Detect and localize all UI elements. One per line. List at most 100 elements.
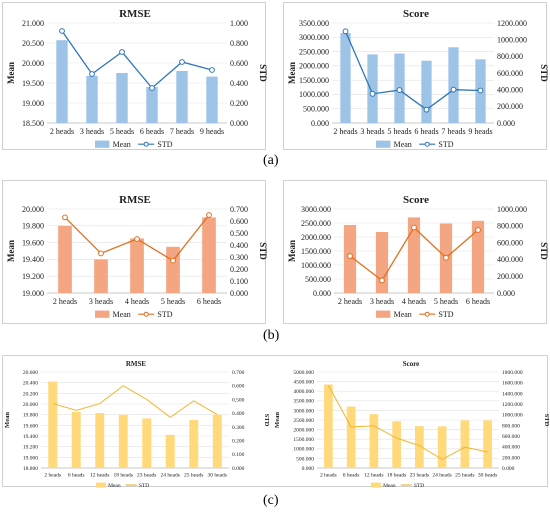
y-tick-label: 4500.000 bbox=[293, 380, 314, 386]
y2-tick-label: 800.000 bbox=[497, 52, 523, 61]
bar-mean bbox=[392, 421, 401, 468]
bar-mean bbox=[118, 414, 128, 468]
chart-panel-b-score: Score 0.000 500.000 1000.000 1500.000 2000.00… bbox=[283, 180, 549, 324]
std-point bbox=[98, 250, 104, 257]
caption-c: (c) bbox=[263, 493, 279, 508]
std-point bbox=[134, 236, 140, 242]
bar-mean bbox=[48, 381, 58, 468]
bar-mean bbox=[165, 434, 175, 468]
bar-mean bbox=[437, 426, 447, 468]
legend-marker-std bbox=[424, 311, 430, 317]
bar-mean bbox=[448, 47, 459, 123]
y-tick-label: 20.000 bbox=[22, 59, 44, 68]
y-tick-label: 20.400 bbox=[23, 381, 38, 387]
y-tick-label: 20.200 bbox=[23, 391, 38, 397]
chart-title: RMSE bbox=[126, 360, 147, 368]
x-tick-label: 30 heads bbox=[208, 473, 227, 479]
y2-tick-label: 0.000 bbox=[232, 466, 245, 472]
caption-b: (b) bbox=[263, 328, 280, 343]
std-point bbox=[89, 71, 95, 77]
std-point bbox=[347, 253, 353, 259]
y-tick-label: 19.400 bbox=[23, 434, 38, 440]
x-tick-label: 3 heads bbox=[89, 297, 113, 306]
y-tick-label: 19.600 bbox=[22, 238, 44, 247]
x-tick-label: 2 heads bbox=[320, 473, 337, 479]
y2-axis-label: STD bbox=[539, 242, 549, 260]
y2-tick-label: 400.000 bbox=[497, 85, 523, 94]
x-tick-label: 18 heads bbox=[114, 473, 133, 479]
y2-tick-label: 600.000 bbox=[502, 434, 520, 440]
y-axis-label: Mean bbox=[6, 240, 16, 262]
y-axis-label: Mean bbox=[274, 412, 281, 428]
bar-mean bbox=[421, 60, 432, 123]
y2-tick-label: 0.600 bbox=[230, 59, 248, 68]
x-tick-label: 23 heads bbox=[137, 473, 156, 479]
bar-mean bbox=[71, 412, 81, 468]
std-line bbox=[61, 30, 213, 89]
bar-mean bbox=[176, 71, 188, 123]
y-tick-label: 19.000 bbox=[23, 455, 38, 461]
y-tick-label: 2500.000 bbox=[301, 219, 331, 228]
y-tick-label: 2000.000 bbox=[293, 428, 314, 434]
x-tick-label: 4 heads bbox=[125, 297, 149, 306]
legend-label-mean: Mean bbox=[394, 310, 412, 319]
legend-marker-std bbox=[143, 141, 149, 147]
y2-tick-label: 0.400 bbox=[232, 411, 245, 417]
chart-svg: RMSE 18.800 19.000 19.200 19.400 19.600 19.800… bbox=[4, 360, 270, 489]
bar-mean bbox=[212, 414, 222, 468]
y-tick-label: 500.000 bbox=[303, 105, 329, 114]
bar-mean bbox=[130, 238, 144, 293]
std-point bbox=[475, 227, 481, 233]
bar-mean bbox=[367, 54, 378, 123]
legend-marker-std bbox=[143, 311, 149, 317]
x-tick-label: 5 heads bbox=[387, 127, 411, 136]
bar-mean bbox=[94, 259, 108, 293]
std-point bbox=[450, 86, 457, 93]
y2-tick-label: 200.000 bbox=[497, 102, 523, 111]
bar-mean bbox=[369, 414, 379, 468]
std-point bbox=[59, 28, 65, 34]
chart-panel-b-rmse: RMSE 19.000 19.200 19.400 19.600 19.800 20.000… bbox=[2, 180, 268, 324]
chart-title: Score bbox=[403, 194, 429, 206]
bar-mean bbox=[142, 418, 152, 468]
x-tick-label: 2 heads bbox=[44, 473, 61, 479]
x-tick-label: 6 heads bbox=[414, 127, 438, 136]
y2-tick-label: 400.000 bbox=[502, 445, 520, 451]
y2-tick-label: 0.400 bbox=[230, 241, 248, 250]
y2-tick-label: 1000.000 bbox=[497, 205, 527, 214]
x-tick-label: 9 heads bbox=[468, 127, 492, 136]
y2-tick-label: 1200.000 bbox=[502, 402, 523, 408]
y-tick-label: 19.400 bbox=[22, 255, 44, 264]
y2-axis-label: STD bbox=[258, 242, 268, 260]
y-tick-label: 19.600 bbox=[23, 423, 38, 429]
y-axis-label: Mean bbox=[6, 62, 16, 84]
y-tick-label: 4000.000 bbox=[293, 389, 314, 395]
y2-tick-label: 0.000 bbox=[230, 119, 248, 128]
x-tick-label: 30 heads bbox=[478, 473, 497, 479]
y2-tick-label: 1800.000 bbox=[502, 370, 523, 376]
y2-tick-label: 0.100 bbox=[230, 277, 248, 286]
y2-tick-label: 0.800 bbox=[230, 39, 248, 48]
y-tick-label: 19.500 bbox=[22, 79, 44, 88]
y2-tick-label: 0.600 bbox=[230, 217, 248, 226]
bar-mean bbox=[58, 225, 72, 293]
y2-tick-label: 0.300 bbox=[230, 253, 248, 262]
y2-tick-label: 1000.000 bbox=[502, 413, 523, 419]
x-tick-label: 7 heads bbox=[170, 127, 194, 136]
y2-tick-label: 1400.000 bbox=[502, 391, 523, 397]
y2-axis-label: STD bbox=[263, 414, 270, 427]
y2-tick-label: 0.300 bbox=[232, 425, 245, 431]
legend-swatch-mean bbox=[376, 140, 391, 148]
y-tick-label: 20.600 bbox=[23, 370, 38, 376]
legend-label-std: STD bbox=[139, 483, 149, 489]
chart-title: RMSE bbox=[119, 8, 151, 20]
y2-tick-label: 0.400 bbox=[230, 79, 248, 88]
std-point bbox=[477, 87, 484, 94]
x-tick-label: 3 heads bbox=[80, 127, 104, 136]
y-tick-label: 1500.000 bbox=[299, 76, 329, 85]
x-tick-label: 6 heads bbox=[68, 473, 85, 479]
y2-tick-label: 0.100 bbox=[232, 452, 245, 458]
legend-marker-std bbox=[424, 141, 430, 147]
bar-mean bbox=[95, 413, 105, 468]
chart-title: Score bbox=[403, 8, 429, 20]
